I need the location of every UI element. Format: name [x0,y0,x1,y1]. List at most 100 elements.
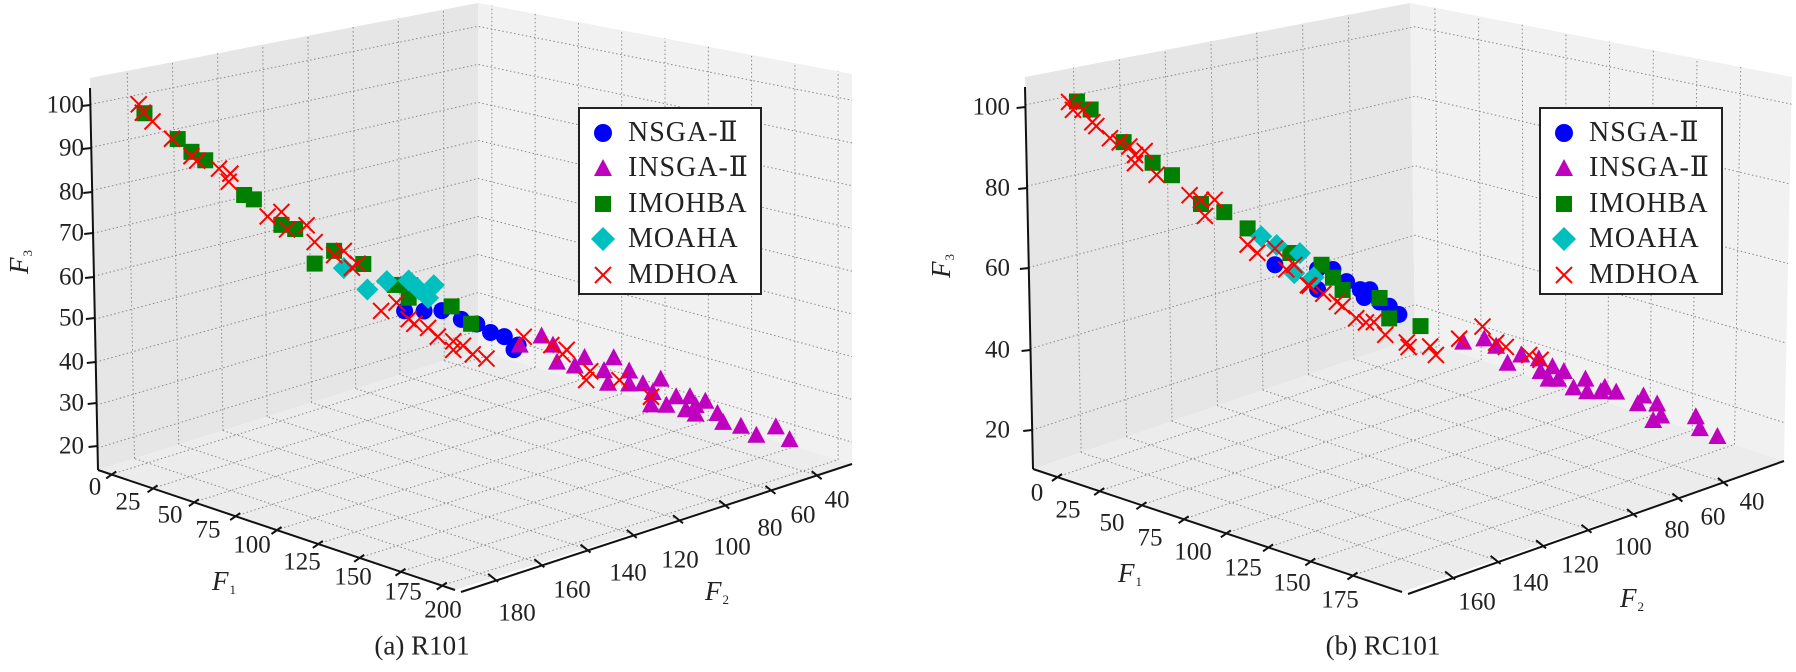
z-axis-title-text: F [4,258,34,275]
x-tick-label: 100 [1174,540,1212,565]
chart-caption: (b) RC101 [1326,633,1441,660]
data-point-square [287,221,303,237]
triangle-marker-icon [588,153,618,183]
z-tick-label: 60 [59,265,84,290]
legend-item: MOAHA [588,222,750,258]
z-tick-mark [86,318,95,319]
data-point-square [1145,155,1161,171]
legend: NSGA-Ⅱ INSGA-Ⅱ IMOHBA MOAHA MDHOA [578,107,762,295]
chart-r101 [82,3,852,592]
legend-item: NSGA-Ⅱ [1549,115,1711,151]
z-tick-label: 50 [59,306,84,331]
z-axis-title-text: F [926,262,956,279]
data-point-square [1381,310,1397,326]
y-tick-label: 120 [661,548,699,573]
data-point-square [1193,196,1209,212]
x-tick-label: 50 [158,503,183,528]
data-point-circle [1356,289,1373,306]
z-tick-mark [83,192,92,193]
legend-item: IMOHBA [588,186,750,222]
y-axis-title-sub: 2 [1638,599,1645,614]
z-tick-label: 30 [59,391,84,416]
legend-label: MDHOA [1589,261,1700,289]
x-tick-label: 150 [334,565,372,590]
triangle-marker-icon [1549,153,1579,183]
x-tick-label: 25 [1056,498,1081,523]
x-axis-title: F1 [1118,560,1142,588]
y-tick-label: 40 [1740,490,1765,515]
x-tick-label: 175 [1321,588,1359,613]
z-tick-label: 80 [985,176,1010,201]
legend-label: NSGA-Ⅱ [628,119,739,147]
y-tick-label: 120 [1561,553,1599,578]
legend-item: INSGA-Ⅱ [1549,151,1711,187]
y-tick-label: 140 [1511,571,1549,596]
legend-label: MDHOA [628,261,739,289]
legend-label: IMOHBA [628,190,748,218]
z-tick-mark [85,277,94,278]
x-tick-label: 175 [384,580,422,605]
y-axis-title-sub: 2 [723,592,730,607]
square-marker-icon [1549,189,1579,219]
x-tick-label: 25 [116,490,141,515]
y-tick-label: 40 [825,488,850,513]
legend-label: INSGA-Ⅱ [1589,154,1710,182]
chart-rc101 [1017,3,1792,594]
legend-item: MDHOA [588,257,750,293]
data-point-square [307,256,323,272]
legend-item: INSGA-Ⅱ [588,151,750,187]
z-axis-title-sub: 3 [942,254,957,261]
circle-marker-icon [1549,118,1579,148]
x-marker-icon [588,260,618,290]
x-tick-label: 200 [424,598,462,623]
z-tick-mark [1023,430,1032,431]
square-marker-icon [588,189,618,219]
y-tick-label: 100 [713,535,751,560]
legend-item: NSGA-Ⅱ [588,115,750,151]
legend-label: MOAHA [1589,225,1700,253]
x-axis-title-text: F [1118,558,1135,588]
legend: NSGA-Ⅱ INSGA-Ⅱ IMOHBA MOAHA MDHOA [1539,107,1723,295]
y-tick-label: 160 [553,578,591,603]
y-tick-label: 60 [1701,505,1726,530]
x-tick-label: 150 [1273,571,1311,596]
diamond-marker-icon [1549,224,1579,254]
z-tick-mark [1020,268,1029,269]
y-axis-title: F2 [705,578,729,606]
x-axis-title-sub: 1 [230,582,237,597]
z-tick-label: 20 [985,418,1010,443]
z-tick-label: 60 [985,256,1010,281]
chart-caption: (a) R101 [374,633,469,660]
legend-label: MOAHA [628,225,739,253]
z-axis-title: F3 [928,254,956,278]
data-point-square [444,298,460,314]
x-tick-label: 75 [196,518,221,543]
data-point-square [1372,290,1388,306]
legend-label: INSGA-Ⅱ [628,154,749,182]
z-tick-label: 40 [985,338,1010,363]
x-tick-label: 100 [233,533,271,558]
data-point-square [1164,167,1180,183]
y-tick-label: 60 [791,503,816,528]
legend-label: IMOHBA [1589,190,1709,218]
z-tick-label: 100 [973,95,1011,120]
x-tick-label: 50 [1100,511,1125,536]
y-tick-label: 80 [758,516,783,541]
x-axis-title-text: F [212,566,229,596]
diamond-marker-icon [588,224,618,254]
y-tick-label: 180 [498,601,536,626]
legend-item: MOAHA [1549,222,1711,258]
data-point-square [1216,204,1232,220]
y-tick-label: 160 [1458,590,1496,615]
circle-marker-icon [588,118,618,148]
y-axis-title-text: F [1620,583,1637,613]
z-tick-mark [88,403,97,404]
y-axis-title-text: F [705,576,722,606]
y-tick-label: 100 [1614,535,1652,560]
x-marker-icon [1549,260,1579,290]
z-tick-label: 80 [59,180,84,205]
z-tick-label: 70 [59,221,84,246]
z-axis-title: F3 [6,250,34,274]
